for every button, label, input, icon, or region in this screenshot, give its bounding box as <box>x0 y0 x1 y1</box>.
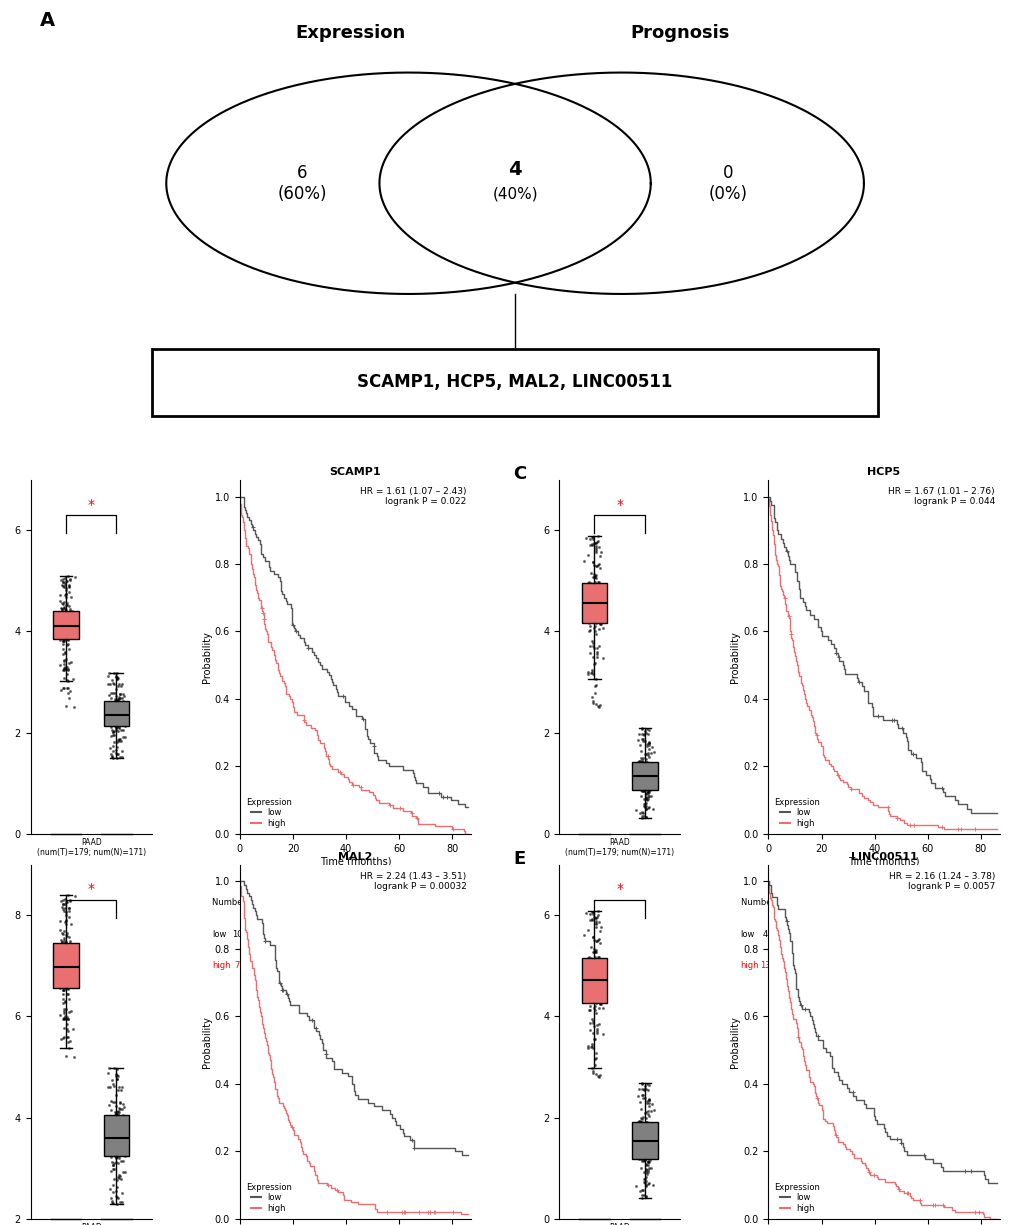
Point <box>61 954 77 974</box>
Point <box>52 940 68 959</box>
Point <box>640 1106 656 1126</box>
Point <box>634 1132 650 1152</box>
Point <box>582 577 598 597</box>
Point <box>110 1153 126 1172</box>
Point <box>110 720 126 740</box>
Point <box>639 1160 655 1180</box>
Point <box>594 951 610 970</box>
Point <box>60 1028 76 1047</box>
Point <box>643 737 659 757</box>
Point <box>55 1000 71 1019</box>
Point <box>634 757 650 777</box>
Point <box>110 1144 126 1164</box>
Point <box>635 1121 651 1140</box>
Point <box>588 969 604 989</box>
Point <box>583 964 599 984</box>
Point <box>589 608 605 627</box>
Point <box>583 1058 599 1078</box>
Point <box>640 784 656 804</box>
Point <box>114 699 130 719</box>
Point <box>587 993 603 1013</box>
Point <box>60 978 76 997</box>
Point <box>57 573 73 593</box>
Text: A: A <box>41 11 55 29</box>
PathPatch shape <box>581 958 606 1002</box>
Text: E: E <box>513 850 525 869</box>
Point <box>636 724 652 744</box>
Point <box>584 598 600 617</box>
Point <box>586 584 602 604</box>
Point <box>585 962 601 981</box>
Point <box>633 1188 649 1208</box>
Point <box>637 722 653 741</box>
Point <box>60 984 76 1003</box>
Text: *: * <box>88 497 95 512</box>
Point <box>633 773 649 793</box>
Point <box>58 595 74 615</box>
Point <box>587 952 603 971</box>
Point <box>592 695 608 714</box>
Point <box>587 593 603 612</box>
Point <box>589 696 605 715</box>
Point <box>636 1079 652 1099</box>
Point <box>111 1100 127 1120</box>
Point <box>644 1129 660 1149</box>
Point <box>639 788 655 807</box>
Point <box>107 1107 123 1127</box>
Point <box>108 1144 124 1164</box>
Point <box>56 621 72 641</box>
Text: HR = 2.24 (1.43 – 3.51)
logrank P = 0.00032: HR = 2.24 (1.43 – 3.51) logrank P = 0.00… <box>360 872 466 891</box>
Point <box>589 589 605 609</box>
Point <box>635 1118 651 1138</box>
Point <box>54 937 70 957</box>
Point <box>631 778 647 797</box>
Legend: low, high: low, high <box>244 1181 292 1215</box>
Point <box>642 1143 658 1163</box>
Point <box>60 1033 76 1052</box>
Point <box>590 989 606 1008</box>
Point <box>633 719 649 739</box>
Point <box>643 771 659 790</box>
X-axis label: PAAD
(num(T)=179; num(N)=171): PAAD (num(T)=179; num(N)=171) <box>37 838 146 858</box>
Point <box>637 773 653 793</box>
Point <box>638 1131 654 1150</box>
Point <box>640 720 656 740</box>
Point <box>58 612 74 632</box>
Point <box>588 532 604 551</box>
Point <box>54 628 70 648</box>
Point <box>62 975 78 995</box>
Point <box>108 1107 124 1127</box>
Point <box>105 723 121 742</box>
Point <box>106 697 122 717</box>
Point <box>637 1079 653 1099</box>
Point <box>635 782 651 801</box>
Point <box>58 606 74 626</box>
Point <box>104 1160 120 1180</box>
Point <box>634 1085 650 1105</box>
Point <box>56 980 72 1000</box>
Point <box>54 889 70 909</box>
Point <box>108 668 124 687</box>
Text: 5: 5 <box>924 930 929 938</box>
Point <box>61 577 77 597</box>
Point <box>53 680 69 699</box>
Point <box>108 1193 124 1213</box>
Point <box>640 1114 656 1133</box>
Point <box>53 1029 69 1049</box>
Point <box>587 609 603 628</box>
Point <box>594 648 610 668</box>
Point <box>60 959 76 979</box>
Point <box>585 1011 601 1030</box>
Point <box>103 701 119 720</box>
Point <box>55 976 71 996</box>
Point <box>59 946 75 965</box>
Point <box>56 622 72 642</box>
Point <box>52 911 68 931</box>
Point <box>110 1117 126 1137</box>
Point <box>109 1142 125 1161</box>
Point <box>106 1077 122 1096</box>
Point <box>106 1154 122 1174</box>
Point <box>54 599 70 619</box>
Point <box>113 1169 129 1188</box>
Point <box>637 1116 653 1136</box>
